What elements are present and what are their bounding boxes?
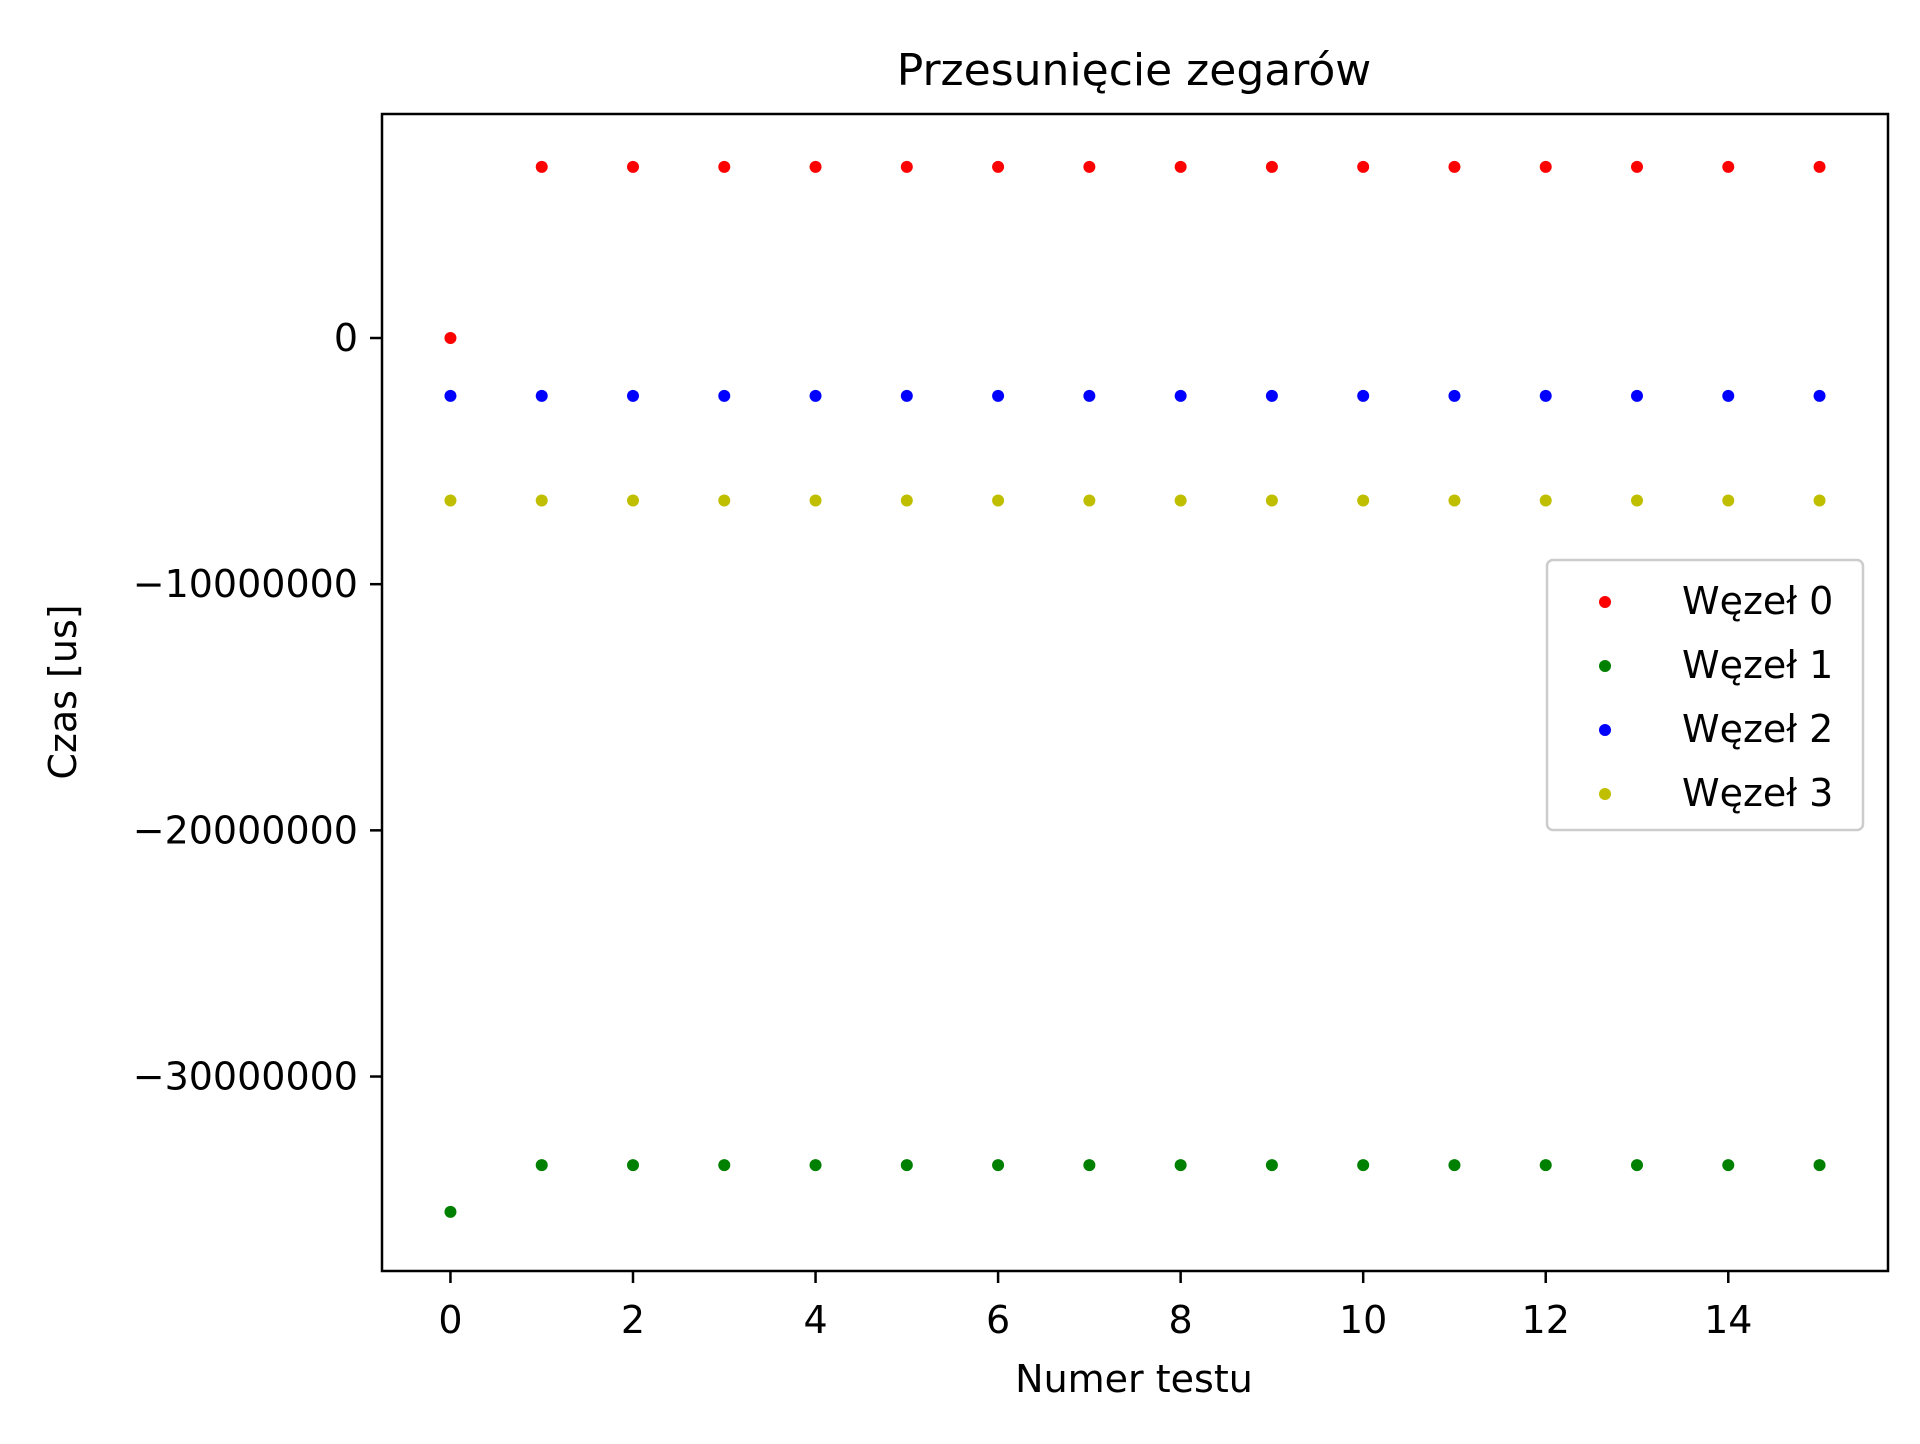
y-axis-ticks: 0 −10000000 −20000000 −30000000 xyxy=(133,316,382,1099)
data-point xyxy=(718,494,731,507)
data-point xyxy=(1448,494,1461,507)
x-tick-label: 12 xyxy=(1522,1298,1570,1342)
x-axis-ticks: 0 2 4 6 8 10 12 14 xyxy=(438,1271,1752,1342)
data-point xyxy=(900,160,913,173)
x-tick-label: 6 xyxy=(986,1298,1010,1342)
data-point xyxy=(1813,1159,1826,1172)
series-3 xyxy=(444,494,1826,507)
data-point xyxy=(1174,1159,1187,1172)
legend-label: Węzeł 0 xyxy=(1682,579,1833,623)
series-1 xyxy=(444,1159,1826,1218)
data-point xyxy=(1357,1159,1370,1172)
x-tick-label: 10 xyxy=(1339,1298,1387,1342)
x-tick-label: 14 xyxy=(1704,1298,1752,1342)
data-point xyxy=(1539,1159,1552,1172)
data-point xyxy=(535,494,548,507)
data-point xyxy=(535,160,548,173)
legend-frame xyxy=(1545,558,1865,832)
data-point xyxy=(900,494,913,507)
y-tick-label: −10000000 xyxy=(133,562,358,606)
data-point xyxy=(627,494,639,507)
x-tick-label: 2 xyxy=(621,1298,645,1342)
series-0 xyxy=(444,160,1826,345)
legend-label: Węzeł 1 xyxy=(1682,643,1833,687)
data-point xyxy=(1265,160,1278,173)
data-point xyxy=(1722,389,1735,402)
data-point xyxy=(444,389,457,402)
data-point xyxy=(1265,494,1278,507)
data-point xyxy=(1083,389,1096,402)
data-point xyxy=(1448,389,1461,402)
plot-frame xyxy=(380,112,1890,1273)
data-point xyxy=(444,494,457,507)
legend-marker xyxy=(1599,660,1611,672)
data-point xyxy=(1174,494,1187,507)
legend-label: Węzeł 3 xyxy=(1682,771,1833,815)
y-tick-label: 0 xyxy=(334,316,358,360)
data-point xyxy=(444,332,457,345)
data-point xyxy=(1722,160,1735,173)
x-axis-label: Numer testu xyxy=(1015,1357,1253,1401)
data-point xyxy=(992,1159,1005,1172)
data-point xyxy=(1539,160,1552,173)
legend: Węzeł 0 Węzeł 1 Węzeł 2 Węzeł 3 xyxy=(1545,558,1865,832)
data-point xyxy=(992,389,1005,402)
data-point xyxy=(1722,494,1735,507)
data-point xyxy=(1813,160,1826,173)
data-point xyxy=(1539,494,1552,507)
legend-marker xyxy=(1599,788,1611,800)
data-point xyxy=(535,389,548,402)
data-point xyxy=(627,160,639,173)
data-point xyxy=(535,1159,548,1172)
data-point xyxy=(1631,160,1643,173)
data-point xyxy=(1174,160,1187,173)
data-point xyxy=(1357,389,1370,402)
data-point xyxy=(1083,494,1096,507)
data-point xyxy=(444,1205,457,1218)
data-point xyxy=(718,160,731,173)
data-point xyxy=(900,389,913,402)
data-point xyxy=(1631,494,1643,507)
data-point xyxy=(809,1159,822,1172)
y-axis-label: Czas [us] xyxy=(41,604,85,779)
data-point xyxy=(809,160,822,173)
data-point xyxy=(1813,494,1826,507)
data-point xyxy=(718,1159,731,1172)
data-point xyxy=(1539,389,1552,402)
data-point xyxy=(1631,1159,1643,1172)
data-point xyxy=(1265,389,1278,402)
chart-title: Przesunięcie zegarów xyxy=(897,45,1372,96)
data-point xyxy=(1174,389,1187,402)
data-point xyxy=(900,1159,913,1172)
data-point xyxy=(1083,1159,1096,1172)
data-point xyxy=(1813,389,1826,402)
data-point xyxy=(1357,160,1370,173)
data-point xyxy=(1448,160,1461,173)
series-2 xyxy=(444,389,1826,402)
data-point xyxy=(627,389,639,402)
data-point xyxy=(718,389,731,402)
data-point xyxy=(627,1159,639,1172)
y-tick-label: −30000000 xyxy=(133,1055,358,1099)
legend-marker xyxy=(1599,596,1611,608)
data-point xyxy=(992,160,1005,173)
data-point xyxy=(1448,1159,1461,1172)
data-point xyxy=(1631,389,1643,402)
x-tick-label: 8 xyxy=(1169,1298,1193,1342)
data-point xyxy=(1265,1159,1278,1172)
data-point xyxy=(1722,1159,1735,1172)
y-tick-label: −20000000 xyxy=(133,808,358,852)
data-points xyxy=(444,160,1826,1218)
data-point xyxy=(992,494,1005,507)
x-tick-label: 0 xyxy=(438,1298,462,1342)
data-point xyxy=(1357,494,1370,507)
data-point xyxy=(809,389,822,402)
legend-marker xyxy=(1599,724,1611,736)
data-point xyxy=(809,494,822,507)
legend-label: Węzeł 2 xyxy=(1682,707,1833,751)
data-point xyxy=(1083,160,1096,173)
x-tick-label: 4 xyxy=(803,1298,827,1342)
